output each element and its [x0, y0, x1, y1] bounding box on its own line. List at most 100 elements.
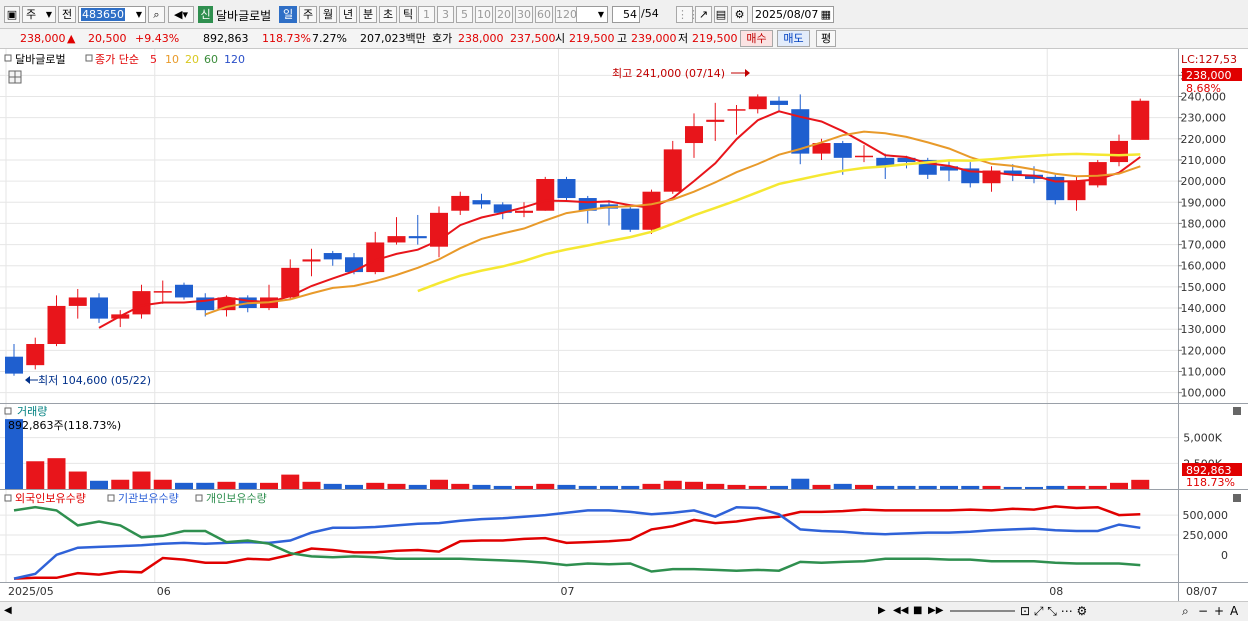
volume-bar [132, 471, 151, 489]
volume-bar [833, 483, 852, 489]
volume-value: 892,863 [203, 32, 249, 45]
current-price-marker-text: 238,000 [1186, 69, 1232, 82]
stop-icon[interactable]: ■ [913, 605, 923, 616]
volume-bar [472, 484, 491, 489]
close-panel-icon[interactable] [1233, 407, 1241, 415]
open-price: 219,500 [569, 32, 615, 45]
interval-tab-120[interactable]: 120 [555, 6, 577, 23]
open-label: 시 [555, 32, 566, 45]
volume-bars [5, 419, 1150, 489]
legend-ma60: 60 [204, 53, 218, 66]
period-tab-5[interactable]: 분 [359, 6, 377, 23]
cursor-icon[interactable]: ↗ [695, 6, 712, 23]
candle [1110, 140, 1128, 163]
volume-bar [366, 482, 385, 489]
period-tab-2[interactable]: 주 [299, 6, 317, 23]
rewind-icon[interactable]: ◀◀ [893, 605, 909, 616]
low-label: 저 [678, 32, 689, 45]
candle [1003, 170, 1022, 175]
candle [727, 109, 746, 111]
candle [90, 297, 108, 319]
volume-bar [897, 485, 916, 489]
zoom-slider[interactable] [950, 610, 1015, 612]
candle [430, 212, 448, 247]
evaluate-button[interactable]: 평 [816, 30, 836, 47]
interval-custom-input[interactable]: ▼ [572, 6, 608, 23]
fast-forward-icon[interactable]: ▶▶ [928, 605, 944, 616]
stock-code-input[interactable]: 483650 ▼ [78, 6, 146, 23]
chart-scroll-bar[interactable]: ◀ ▶ ◀◀ ■ ▶▶ ⊡ ⤢ ⤡ ⋯ ⚙ ⌕ − + A [0, 601, 1248, 621]
volume-bar [1088, 485, 1107, 489]
volume-bar [302, 481, 321, 489]
candles [5, 94, 1150, 376]
window-menu-icon[interactable]: ▣ [4, 6, 20, 23]
volume-bar [1046, 485, 1065, 489]
period-tab-3[interactable]: 월 [319, 6, 337, 23]
interval-tab-5[interactable]: 5 [456, 6, 473, 23]
period-tab-7[interactable]: 틱 [399, 6, 417, 23]
speaker-icon[interactable]: ◀▾ [168, 6, 194, 23]
save-icon[interactable]: ▤ [714, 6, 728, 23]
candle [493, 204, 512, 213]
volume-bar [26, 461, 45, 489]
candle [408, 236, 427, 239]
period-select[interactable]: 주 ▼ [22, 6, 56, 23]
volume-bar [1025, 486, 1043, 489]
interval-tab-3[interactable]: 3 [437, 6, 454, 23]
candle [1088, 162, 1107, 186]
period-tab-6[interactable]: 초 [379, 6, 397, 23]
scroll-right-icon[interactable]: ▶ [878, 605, 886, 616]
price-tick-label: 120,000 [1181, 344, 1227, 357]
volume-bar [982, 485, 1001, 489]
close-panel-icon[interactable] [1233, 494, 1241, 502]
text-tool-icon[interactable]: A [1230, 604, 1239, 618]
candle [1131, 100, 1150, 140]
interval-tab-1[interactable]: 1 [418, 6, 435, 23]
chevron-down-icon: ▼ [45, 10, 52, 19]
tool-icons[interactable]: ⊡ ⤢ ⤡ ⋯ ⚙ [1020, 604, 1088, 618]
legend-foreign: 외국인보유수량 [15, 492, 86, 505]
grid-icon[interactable]: ⋮⋮ [676, 6, 699, 23]
price-tick-label: 230,000 [1181, 112, 1227, 125]
price-tick-label: 160,000 [1181, 260, 1227, 273]
bid-label: 호가 [432, 32, 453, 45]
period-tab-4[interactable]: 년 [339, 6, 357, 23]
volume-bar [706, 483, 725, 489]
candle [68, 297, 87, 306]
count-input[interactable]: 54 [612, 6, 640, 23]
volume-bar [111, 479, 130, 489]
candle [451, 195, 470, 211]
candle [366, 242, 385, 273]
interval-tab-20[interactable]: 20 [495, 6, 513, 23]
price-tick-label: 110,000 [1181, 366, 1227, 379]
interval-tab-10[interactable]: 10 [475, 6, 493, 23]
price-tick-label: 200,000 [1181, 175, 1227, 188]
date-input[interactable]: 2025/08/07 ▦ [752, 6, 834, 23]
volume-bar [961, 485, 980, 489]
volume-bar [876, 485, 895, 489]
period-tab-1[interactable]: 일 [279, 6, 297, 23]
zoom-out-icon[interactable]: − [1198, 604, 1209, 618]
stock-chart[interactable]: 250,000 240,000 230,000 220,000 210,000 200,0… [0, 49, 1248, 601]
price-tick-label: 100,000 [1181, 387, 1227, 400]
candle [1046, 176, 1065, 201]
candle [536, 179, 555, 211]
interval-tab-60[interactable]: 60 [535, 6, 553, 23]
candle [557, 179, 576, 199]
candle [748, 96, 767, 110]
interval-tab-30[interactable]: 30 [515, 6, 533, 23]
volume-bar [260, 482, 278, 489]
scroll-left-icon[interactable]: ◀ [4, 605, 12, 616]
date-label-right: 08/07 [1186, 585, 1218, 598]
volume-bar [493, 485, 512, 489]
zoom-icon[interactable]: ⌕ [1182, 604, 1189, 618]
high-price: 239,000 [631, 32, 677, 45]
search-icon[interactable]: ⌕ [148, 6, 165, 23]
volume-bar [770, 485, 788, 489]
prev-button[interactable]: 전 [58, 6, 76, 23]
current-price: 238,000 [20, 32, 66, 45]
sell-button[interactable]: 매도 [777, 30, 810, 47]
buy-button[interactable]: 매수 [740, 30, 773, 47]
gear-icon[interactable]: ⚙ [731, 6, 748, 23]
zoom-in-icon[interactable]: + [1214, 604, 1225, 618]
